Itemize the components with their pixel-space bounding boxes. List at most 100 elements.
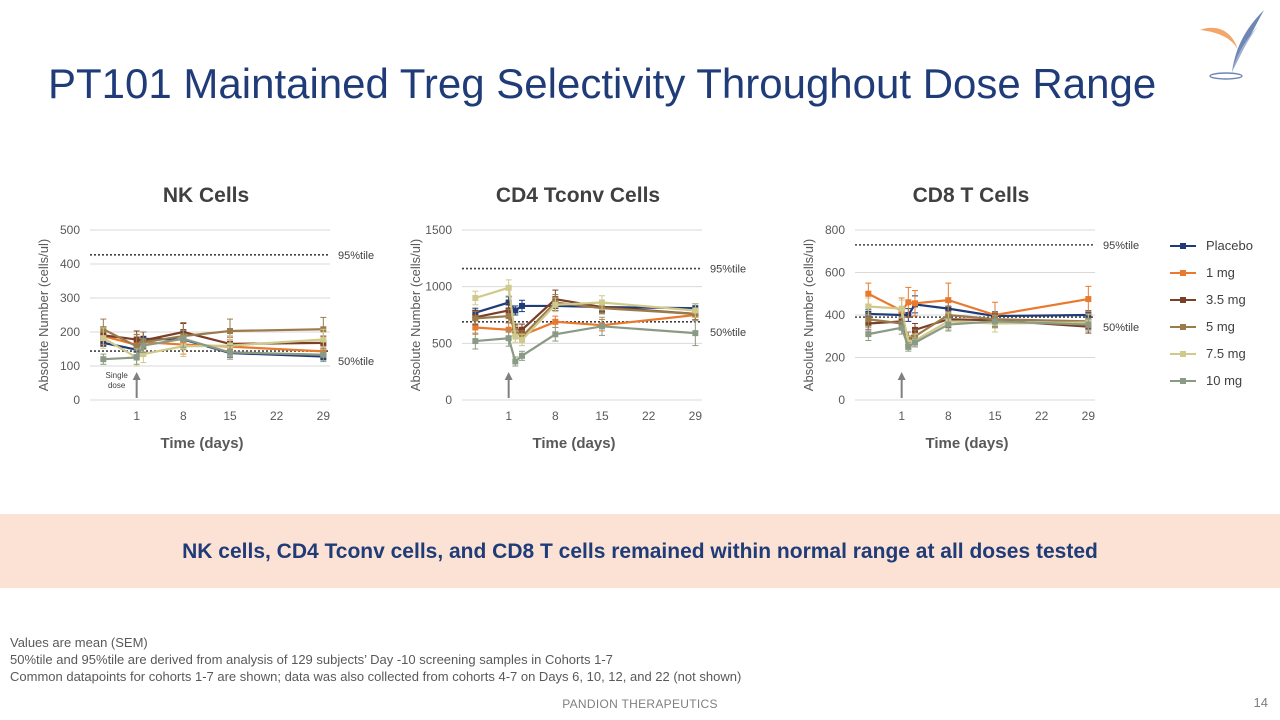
series-line <box>102 337 324 359</box>
footnote: Values are mean (SEM) <box>10 635 148 650</box>
x-tick-label: 15 <box>988 409 1002 423</box>
legend-swatch <box>1170 322 1196 332</box>
y-axis-label: Absolute Number (cells/ul) <box>801 239 816 391</box>
x-axis-label: Time (days) <box>925 435 1008 452</box>
legend-label: 1 mg <box>1206 265 1235 280</box>
series-10-mg <box>865 314 1092 352</box>
data-point <box>505 284 512 291</box>
legend-swatch <box>1170 295 1196 305</box>
dose-arrow-head <box>132 372 141 380</box>
y-tick-label: 100 <box>60 359 80 373</box>
footer-company-name: PANDION THERAPEUTICS <box>562 697 718 711</box>
legend-label: 10 mg <box>1206 373 1243 388</box>
dose-arrow-head <box>504 372 513 380</box>
reference-line-label: 95%tile <box>338 250 374 262</box>
data-point <box>472 315 479 322</box>
x-tick-label: 1 <box>505 409 512 423</box>
y-tick-label: 1500 <box>425 223 452 237</box>
series-7-5-mg <box>472 279 699 347</box>
data-point <box>945 321 952 328</box>
cd8-t-cells-chart: CD8 T Cells 0 200 400 600 800 1 8 15 22 29 Time (da… <box>795 178 1155 468</box>
cd4-tconv-chart: CD4 Tconv Cells 0 500 1000 1500 1 8 15 22 29 Time … <box>402 178 762 468</box>
data-point <box>552 301 559 308</box>
legend-item-10mg: 10 mg <box>1170 367 1253 394</box>
data-point <box>133 354 140 361</box>
x-axis-label: Time (days) <box>160 435 243 452</box>
y-tick-label: 500 <box>432 336 452 350</box>
y-tick-label: 400 <box>825 308 845 322</box>
y-tick-label: 800 <box>825 223 845 237</box>
legend-item-7-5mg: 7.5 mg <box>1170 340 1253 367</box>
legend-item-placebo: Placebo <box>1170 232 1253 259</box>
x-tick-label: 1 <box>898 409 905 423</box>
x-tick-label: 22 <box>642 409 656 423</box>
data-point <box>100 335 107 342</box>
chart-title: NK Cells <box>163 184 249 207</box>
data-point <box>552 318 559 325</box>
x-tick-label: 1 <box>133 409 140 423</box>
data-point <box>472 324 479 331</box>
x-axis-label: Time (days) <box>532 435 615 452</box>
reference-line-label: 95%tile <box>710 264 746 276</box>
data-point <box>512 307 519 314</box>
data-point <box>519 352 525 359</box>
data-point <box>505 299 512 306</box>
data-point <box>905 299 912 306</box>
data-point <box>865 331 872 338</box>
data-point <box>599 323 605 330</box>
data-point <box>227 349 233 356</box>
data-point <box>912 300 918 307</box>
chart-legend: Placebo 1 mg 3.5 mg 5 mg 7.5 mg 10 mg <box>1170 232 1253 394</box>
data-point <box>133 343 140 350</box>
footnote: 50%tile and 95%tile are derived from ana… <box>10 652 613 667</box>
x-tick-label: 22 <box>270 409 284 423</box>
x-tick-label: 29 <box>1082 409 1096 423</box>
y-axis-label: Absolute Number (cells/ul) <box>408 239 423 391</box>
nk-cells-plot: NK Cells 0 100 200 300 400 500 1 8 15 22 29 Time (da… <box>36 184 374 452</box>
legend-label: 7.5 mg <box>1206 346 1246 361</box>
data-point <box>898 324 905 331</box>
data-point <box>505 313 512 320</box>
page-number: 14 <box>1253 695 1268 710</box>
data-point <box>100 356 107 363</box>
data-point <box>945 297 952 304</box>
legend-item-5mg: 5 mg <box>1170 313 1253 340</box>
series-line <box>103 337 324 361</box>
footnote: Common datapoints for cohorts 1-7 are sh… <box>10 669 742 684</box>
nk-cells-chart: NK Cells 0 100 200 300 400 500 1 8 15 22 29 Time (da… <box>30 178 390 468</box>
data-point <box>692 307 699 314</box>
chart-title: CD4 Tconv Cells <box>496 184 660 207</box>
page-title: PT101 Maintained Treg Selectivity Throug… <box>48 60 1157 107</box>
data-point <box>180 335 187 342</box>
y-tick-label: 200 <box>825 351 845 365</box>
y-tick-label: 500 <box>60 223 80 237</box>
y-tick-label: 0 <box>73 393 80 407</box>
data-point <box>692 330 699 337</box>
summary-banner-text: NK cells, CD4 Tconv cells, and CD8 T cel… <box>182 540 1098 563</box>
data-point <box>599 299 605 306</box>
data-point <box>912 339 918 346</box>
data-point <box>519 336 525 343</box>
data-point <box>472 295 479 301</box>
cd4-tconv-plot: CD4 Tconv Cells 0 500 1000 1500 1 8 15 22 29 Time … <box>408 184 746 452</box>
legend-swatch <box>1170 349 1196 359</box>
legend-label: 3.5 mg <box>1206 292 1246 307</box>
x-tick-label: 8 <box>552 409 559 423</box>
legend-item-3-5mg: 3.5 mg <box>1170 286 1253 313</box>
annotation-label: dose <box>108 381 126 390</box>
data-point <box>865 316 872 323</box>
y-tick-label: 300 <box>60 291 80 305</box>
x-tick-label: 15 <box>223 409 237 423</box>
data-point <box>505 326 512 333</box>
dose-arrow-head <box>897 372 906 380</box>
y-axis-label: Absolute Number (cells/ul) <box>36 239 51 391</box>
legend-label: 5 mg <box>1206 319 1235 334</box>
y-tick-label: 400 <box>60 257 80 271</box>
series-line <box>102 328 324 348</box>
y-tick-label: 200 <box>60 325 80 339</box>
cd8-t-cells-plot: CD8 T Cells 0 200 400 600 800 1 8 15 22 29 Time (da… <box>801 184 1139 452</box>
data-point <box>512 333 519 340</box>
legend-swatch <box>1170 241 1196 251</box>
data-point <box>472 338 479 345</box>
data-point <box>992 318 998 325</box>
